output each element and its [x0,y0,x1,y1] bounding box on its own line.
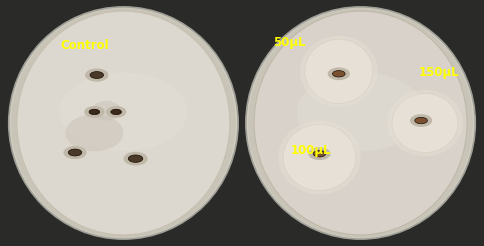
Circle shape [89,109,100,115]
Ellipse shape [84,106,105,118]
Ellipse shape [63,146,87,159]
Circle shape [313,151,326,157]
Ellipse shape [11,8,236,238]
Ellipse shape [387,90,463,156]
Circle shape [68,149,82,156]
Ellipse shape [297,73,424,151]
Text: 100μL: 100μL [290,144,331,157]
Text: 150μL: 150μL [419,66,459,79]
Ellipse shape [106,106,126,118]
Ellipse shape [410,114,432,127]
Ellipse shape [300,36,378,107]
Ellipse shape [254,11,467,235]
Circle shape [128,155,143,162]
Circle shape [415,117,427,124]
Ellipse shape [85,68,108,82]
Circle shape [333,71,345,77]
Ellipse shape [60,73,187,151]
Text: Control: Control [60,39,109,52]
Ellipse shape [283,124,356,191]
Ellipse shape [248,8,473,238]
Circle shape [90,72,104,78]
Text: 50μL: 50μL [273,35,306,48]
Ellipse shape [328,67,350,80]
Ellipse shape [123,152,148,166]
Ellipse shape [246,7,475,239]
Ellipse shape [92,101,121,121]
Circle shape [111,109,121,115]
Ellipse shape [65,114,123,151]
Ellipse shape [308,147,331,160]
Ellipse shape [278,121,361,194]
Ellipse shape [392,93,458,153]
Ellipse shape [17,11,230,235]
Ellipse shape [305,39,373,103]
Ellipse shape [9,7,238,239]
